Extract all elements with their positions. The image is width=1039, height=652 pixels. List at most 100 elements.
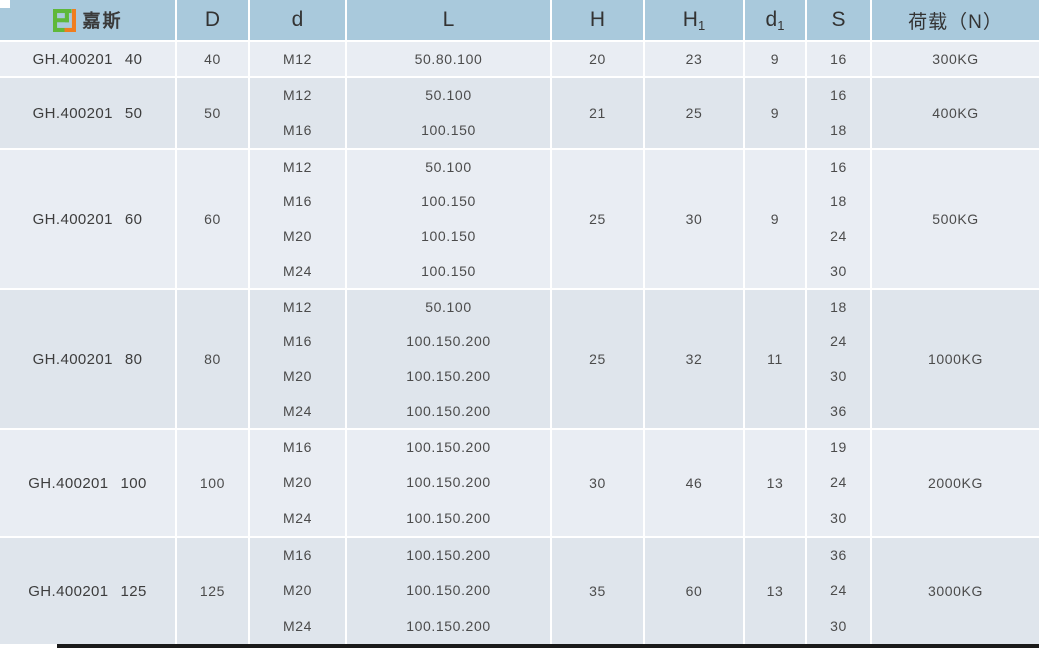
brand-header-cell: 嘉斯 bbox=[0, 0, 175, 40]
L-value: 50.100 bbox=[345, 288, 550, 323]
model-cell: GH.400201 125 bbox=[0, 536, 175, 644]
d-value: M20 bbox=[248, 464, 345, 500]
d1-value: 9 bbox=[743, 40, 805, 76]
D-value: 50 bbox=[175, 76, 248, 148]
L-value: 100.150.200 bbox=[345, 536, 550, 572]
L-value: 100.150.200 bbox=[345, 608, 550, 644]
S-value: 30 bbox=[805, 358, 870, 393]
column-header-H: H bbox=[550, 0, 643, 40]
load-value: 500KG bbox=[870, 148, 1039, 288]
L-value: 100.150 bbox=[345, 183, 550, 218]
d1-value: 11 bbox=[743, 288, 805, 428]
H-value: 30 bbox=[550, 428, 643, 536]
S-value: 24 bbox=[805, 572, 870, 608]
d-value: M24 bbox=[248, 393, 345, 428]
d-value: M16 bbox=[248, 428, 345, 464]
S-value: 24 bbox=[805, 323, 870, 358]
table-row-group-40: GH.400201 40 40 M12 50.80.100 20 23 9 16 … bbox=[0, 40, 1039, 76]
d-value: M24 bbox=[248, 253, 345, 288]
brand-name: 嘉斯 bbox=[82, 11, 123, 31]
D-value: 40 bbox=[175, 40, 248, 76]
L-value: 50.100 bbox=[345, 148, 550, 183]
d1-value: 9 bbox=[743, 148, 805, 288]
d-value: M16 bbox=[248, 183, 345, 218]
table-row-group-125: GH.400201 125 125 M16 100.150.200 35 60 1… bbox=[0, 536, 1039, 644]
d1-value: 9 bbox=[743, 76, 805, 148]
load-value: 400KG bbox=[870, 76, 1039, 148]
d-value: M16 bbox=[248, 323, 345, 358]
H1-value: 25 bbox=[643, 76, 743, 148]
S-value: 16 bbox=[805, 76, 870, 112]
S-value: 18 bbox=[805, 112, 870, 148]
S-value: 18 bbox=[805, 288, 870, 323]
d1-value: 13 bbox=[743, 536, 805, 644]
column-header-L: L bbox=[345, 0, 550, 40]
model-cell: GH.400201 50 bbox=[0, 76, 175, 148]
table-bottom-edge bbox=[57, 644, 1039, 648]
model-cell: GH.400201 80 bbox=[0, 288, 175, 428]
table-header: 嘉斯 D d L H H1 d1 S 荷载（N） bbox=[0, 0, 1039, 40]
load-value: 300KG bbox=[870, 40, 1039, 76]
S-value: 30 bbox=[805, 500, 870, 536]
S-value: 30 bbox=[805, 253, 870, 288]
H-value: 25 bbox=[550, 288, 643, 428]
H1-value: 30 bbox=[643, 148, 743, 288]
H1-value: 32 bbox=[643, 288, 743, 428]
load-value: 1000KG bbox=[870, 288, 1039, 428]
S-value: 36 bbox=[805, 536, 870, 572]
S-value: 24 bbox=[805, 218, 870, 253]
d-value: M24 bbox=[248, 500, 345, 536]
table-row-group-60: GH.400201 60 60 M12 50.100 25 30 9 16 500… bbox=[0, 148, 1039, 288]
column-header-D: D bbox=[175, 0, 248, 40]
L-value: 100.150.200 bbox=[345, 323, 550, 358]
column-header-d1: d1 bbox=[743, 0, 805, 40]
S-value: 30 bbox=[805, 608, 870, 644]
L-value: 100.150 bbox=[345, 218, 550, 253]
S-value: 19 bbox=[805, 428, 870, 464]
S-value: 16 bbox=[805, 40, 870, 76]
d-value: M16 bbox=[248, 112, 345, 148]
column-header-d: d bbox=[248, 0, 345, 40]
S-value: 18 bbox=[805, 183, 870, 218]
H-value: 25 bbox=[550, 148, 643, 288]
H-value: 20 bbox=[550, 40, 643, 76]
column-header-S: S bbox=[805, 0, 870, 40]
L-value: 100.150 bbox=[345, 112, 550, 148]
d-value: M16 bbox=[248, 536, 345, 572]
L-value: 100.150.200 bbox=[345, 464, 550, 500]
D-value: 80 bbox=[175, 288, 248, 428]
d-value: M12 bbox=[248, 76, 345, 112]
d-value: M12 bbox=[248, 288, 345, 323]
S-value: 16 bbox=[805, 148, 870, 183]
d-value: M20 bbox=[248, 358, 345, 393]
D-value: 100 bbox=[175, 428, 248, 536]
d-value: M20 bbox=[248, 572, 345, 608]
S-value: 24 bbox=[805, 464, 870, 500]
model-cell: GH.400201 100 bbox=[0, 428, 175, 536]
L-value: 50.100 bbox=[345, 76, 550, 112]
column-header-load: 荷载（N） bbox=[870, 0, 1039, 40]
table-row-group-80: GH.400201 80 80 M12 50.100 25 32 11 18 10… bbox=[0, 288, 1039, 428]
load-value: 3000KG bbox=[870, 536, 1039, 644]
S-value: 36 bbox=[805, 393, 870, 428]
H-value: 21 bbox=[550, 76, 643, 148]
table-row-group-100: GH.400201 100 100 M16 100.150.200 30 46 1… bbox=[0, 428, 1039, 536]
L-value: 100.150.200 bbox=[345, 572, 550, 608]
load-value: 2000KG bbox=[870, 428, 1039, 536]
column-header-H1: H1 bbox=[643, 0, 743, 40]
L-value: 50.80.100 bbox=[345, 40, 550, 76]
corner-notch bbox=[0, 0, 10, 8]
jiasi-logo-icon bbox=[52, 8, 76, 32]
D-value: 125 bbox=[175, 536, 248, 644]
d1-value: 13 bbox=[743, 428, 805, 536]
H1-value: 46 bbox=[643, 428, 743, 536]
H1-value: 60 bbox=[643, 536, 743, 644]
D-value: 60 bbox=[175, 148, 248, 288]
L-value: 100.150.200 bbox=[345, 500, 550, 536]
d-value: M24 bbox=[248, 608, 345, 644]
L-value: 100.150.200 bbox=[345, 358, 550, 393]
d-value: M12 bbox=[248, 40, 345, 76]
H-value: 35 bbox=[550, 536, 643, 644]
